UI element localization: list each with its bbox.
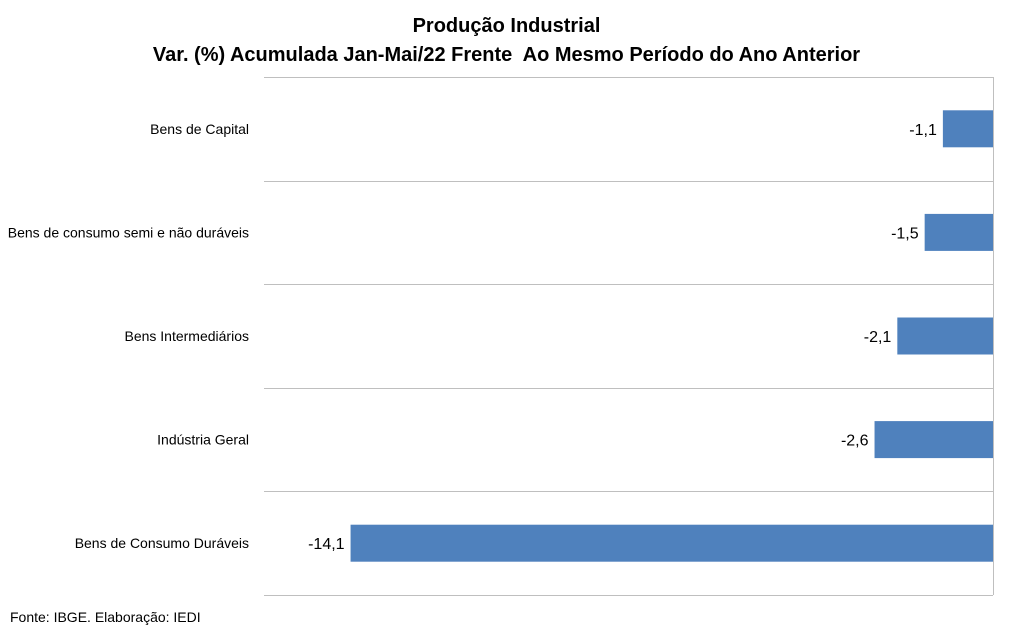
category-label: Bens de Consumo Duráveis xyxy=(75,535,249,551)
chart-title-block: Produção Industrial Var. (%) Acumulada J… xyxy=(0,12,1013,70)
bar xyxy=(874,421,993,459)
category-label: Bens de consumo semi e não duráveis xyxy=(8,224,249,240)
data-label: -2,6 xyxy=(841,433,869,450)
category-label: Bens Intermediários xyxy=(124,328,249,344)
bar xyxy=(897,317,993,355)
data-label: -1,1 xyxy=(909,122,937,139)
bar xyxy=(924,213,993,251)
bar xyxy=(350,524,994,562)
bar xyxy=(942,110,993,148)
chart-subtitle: Var. (%) Acumulada Jan-Mai/22 Frente Ao … xyxy=(152,44,861,66)
source-footnote: Fonte: IBGE. Elaboração: IEDI xyxy=(10,609,201,625)
data-label: -14,1 xyxy=(308,536,345,553)
chart-title: Produção Industrial xyxy=(412,15,601,37)
data-label: -2,1 xyxy=(864,329,892,346)
category-label: Indústria Geral xyxy=(157,432,249,448)
data-label: -1,5 xyxy=(891,225,919,242)
category-label: Bens de Capital xyxy=(150,121,249,137)
